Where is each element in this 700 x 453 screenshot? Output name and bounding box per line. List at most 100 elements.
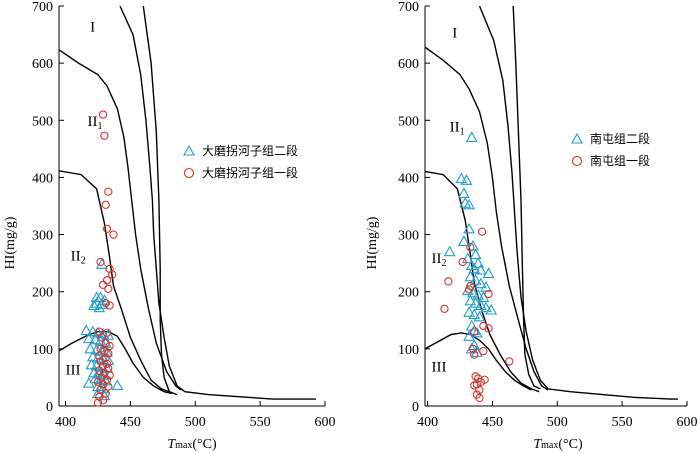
- data-point-circle: [102, 328, 112, 338]
- data-point-circle: [98, 280, 108, 290]
- data-point-triangle: [460, 174, 473, 185]
- y-tick-label: 300: [32, 229, 53, 244]
- data-point-triangle: [470, 326, 483, 338]
- data-point-circle: [101, 200, 110, 210]
- zone-boundary-line: [119, 6, 316, 400]
- data-point-circle: [95, 366, 104, 375]
- x-axis-label: Tmax(°C): [533, 437, 583, 452]
- data-point-triangle: [95, 345, 108, 356]
- x-axis-label: Tmax(°C): [167, 437, 217, 452]
- legend-circle-icon: [571, 155, 583, 167]
- data-points: [80, 110, 124, 407]
- data-point-circle: [105, 301, 114, 310]
- x-tick-label: 450: [120, 415, 141, 430]
- y-tick-label: 500: [32, 114, 53, 129]
- data-point-triangle: [90, 343, 103, 355]
- data-point-triangle: [82, 332, 95, 344]
- y-tick-label: 200: [32, 286, 53, 301]
- data-point-triangle: [469, 274, 482, 285]
- data-point-circle: [108, 270, 117, 279]
- data-point-circle: [100, 131, 109, 140]
- zone-boundary-line: [59, 331, 173, 395]
- data-point-triangle: [465, 131, 478, 142]
- y-tick-label: 400: [398, 171, 419, 186]
- y-axis-label: HI(mg/g): [365, 216, 380, 269]
- data-point-circle: [471, 372, 480, 381]
- x-tick-label: 500: [185, 415, 206, 430]
- data-point-circle: [479, 321, 488, 331]
- zone-label: I: [90, 20, 95, 36]
- x-tick-label: 600: [677, 415, 698, 430]
- y-tick-label: 700: [32, 0, 53, 15]
- data-point-triangle: [80, 324, 93, 336]
- legend: 南屯组二段 南屯组一段: [571, 131, 650, 168]
- data-point-triangle: [463, 222, 476, 234]
- data-point-triangle: [463, 198, 476, 210]
- zone-label: II2: [431, 251, 446, 269]
- data-point-circle: [93, 377, 103, 387]
- zone-label: I: [452, 25, 457, 41]
- data-point-circle: [505, 357, 514, 366]
- zone-boundary-line: [59, 170, 170, 393]
- data-point-circle: [96, 257, 105, 267]
- x-tick-label: 550: [250, 415, 271, 430]
- data-point-circle: [466, 242, 475, 252]
- data-point-circle: [477, 227, 487, 236]
- zone-boundary-line: [512, 6, 541, 390]
- zone-boundary-line: [425, 332, 532, 391]
- x-tick-label: 600: [315, 415, 336, 430]
- data-point-circle: [468, 344, 478, 354]
- data-point-circle: [479, 346, 488, 356]
- legend-label-series-1: 大磨拐河子组二段: [202, 143, 298, 158]
- data-point-triangle: [469, 297, 482, 308]
- zone-label: III: [65, 363, 80, 379]
- data-point-circle: [98, 396, 108, 405]
- data-point-circle: [102, 276, 112, 285]
- data-point-circle: [104, 187, 113, 196]
- data-point-circle: [100, 368, 109, 378]
- data-point-circle: [470, 350, 479, 359]
- data-point-circle: [101, 389, 110, 398]
- zone-label: II2: [71, 248, 86, 266]
- legend-circle-icon: [183, 167, 195, 179]
- data-point-triangle: [474, 263, 487, 275]
- legend-label-series-1: 南屯组二段: [590, 131, 650, 146]
- legend-triangle-icon: [571, 132, 583, 144]
- data-point-triangle: [464, 294, 477, 306]
- data-point-circle: [484, 324, 493, 333]
- y-tick-label: 200: [398, 286, 419, 301]
- zone-labels: I II1 II2 III: [65, 20, 102, 379]
- data-point-circle: [93, 398, 103, 407]
- data-point-triangle: [482, 267, 495, 278]
- data-points: [440, 131, 514, 403]
- x-tick-label: 400: [417, 415, 438, 430]
- y-tick-label: 100: [398, 343, 419, 358]
- y-tick-label: 0: [46, 400, 53, 415]
- data-point-triangle: [480, 301, 492, 313]
- zone-labels: I II1 II2 III: [431, 25, 464, 375]
- data-point-triangle: [468, 308, 481, 320]
- data-point-triangle: [464, 270, 477, 282]
- data-point-triangle: [461, 252, 474, 264]
- data-point-circle: [440, 304, 449, 314]
- data-point-circle: [105, 370, 114, 380]
- y-tick-label: 400: [32, 171, 53, 186]
- data-point-circle: [470, 327, 479, 336]
- zone-boundaries: [425, 6, 678, 400]
- data-point-triangle: [473, 310, 486, 322]
- data-point-triangle: [93, 301, 106, 313]
- zone-boundary-line: [425, 46, 549, 391]
- data-point-circle: [104, 284, 113, 294]
- x-tick-label: 550: [612, 415, 633, 430]
- data-point-triangle: [89, 333, 102, 345]
- y-tick-label: 600: [398, 57, 419, 72]
- data-point-triangle: [472, 257, 485, 268]
- data-point-circle: [458, 257, 467, 267]
- data-point-triangle: [455, 172, 468, 184]
- data-point-circle: [104, 349, 113, 358]
- data-point-triangle: [474, 299, 487, 310]
- tick-group: 400 450 500 550 600 0 100 200 300 400 500 600 700: [398, 0, 698, 430]
- data-point-circle: [475, 385, 484, 395]
